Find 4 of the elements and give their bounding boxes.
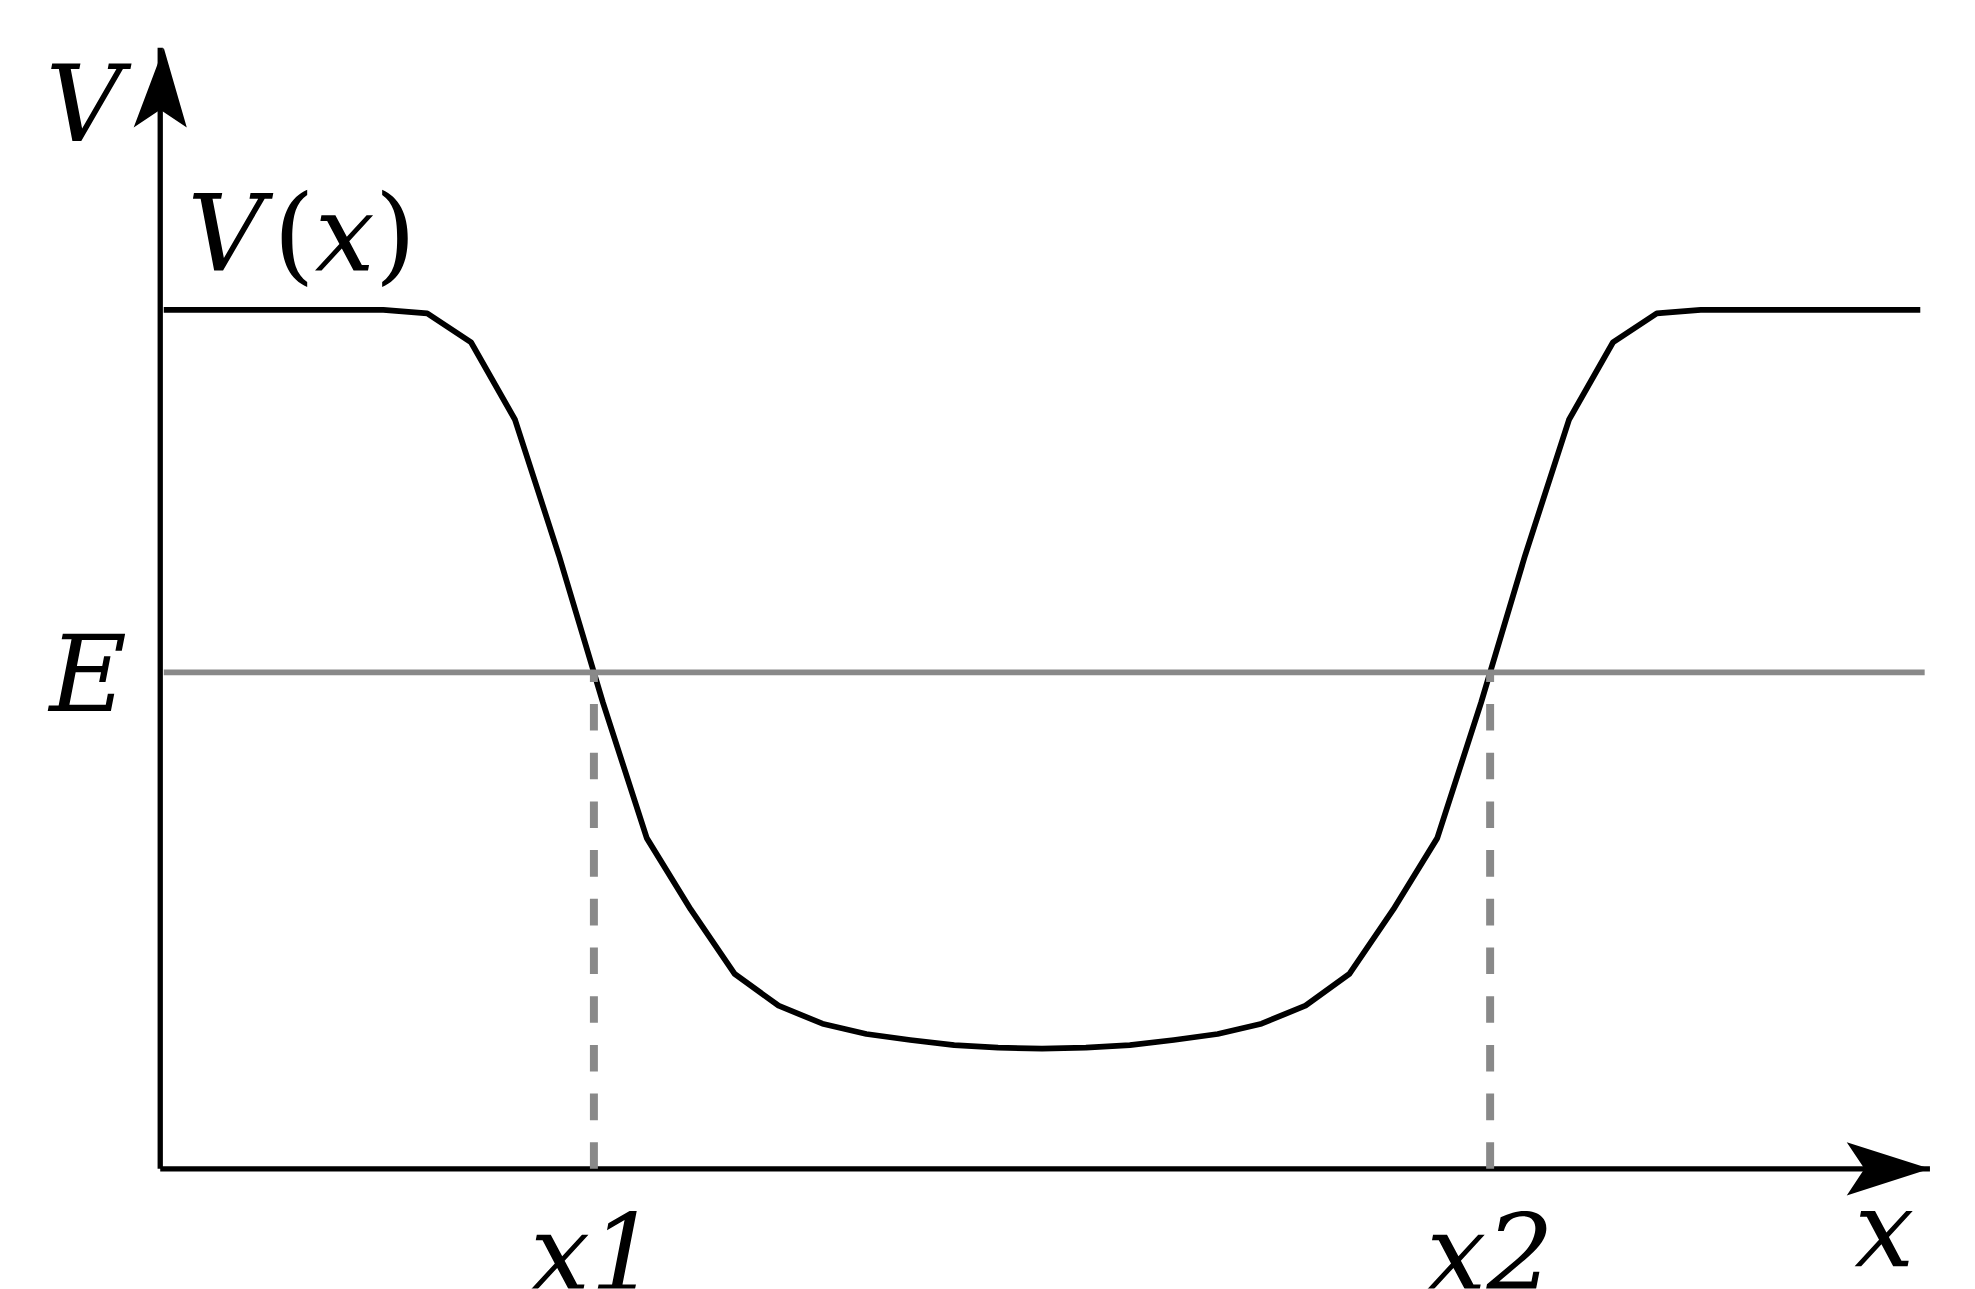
text: V(x): [192, 190, 408, 288]
ref-line-label: E: [47, 633, 126, 712]
x-axis-title: x: [1854, 1211, 1913, 1267]
y-axis-title: V: [51, 63, 132, 142]
